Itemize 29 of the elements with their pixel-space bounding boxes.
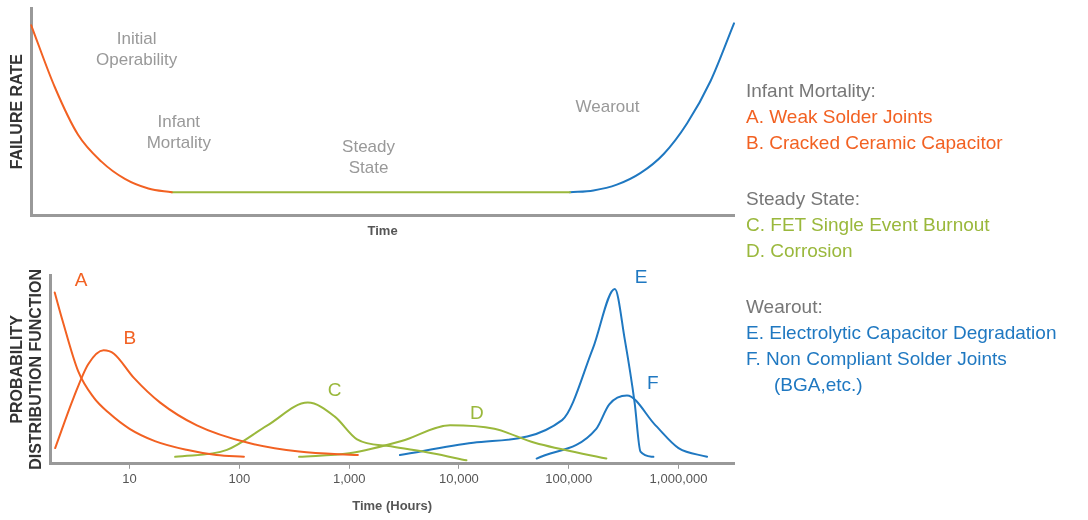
annotation: Wearout bbox=[575, 97, 640, 117]
x-tick-label: 1,000 bbox=[332, 471, 366, 487]
series-label: D bbox=[470, 402, 484, 424]
annotation: Initial Operability bbox=[95, 28, 178, 69]
annotation: Infant Mortality bbox=[146, 111, 212, 152]
series-label: A bbox=[74, 269, 88, 291]
y-axis-title: PROBABILITY DISTRIBUTION FUNCTION bbox=[8, 268, 45, 470]
series-label: F bbox=[646, 372, 659, 394]
x-axis-title: Time bbox=[367, 222, 398, 238]
text: E. Electrolytic Capacitor Degradation bbox=[746, 321, 1058, 345]
x-tick-label: 100,000 bbox=[545, 471, 593, 487]
text: Wearout: bbox=[746, 295, 824, 319]
series-label: B bbox=[123, 326, 137, 348]
text: Steady State: bbox=[746, 187, 862, 211]
series-label: E bbox=[634, 265, 648, 287]
x-tick-label: 10,000 bbox=[439, 471, 479, 487]
text: B. Cracked Ceramic Capacitor bbox=[746, 131, 1004, 155]
x-tick-label: 100 bbox=[228, 471, 251, 487]
x-tick-label: 1,000,000 bbox=[649, 471, 708, 487]
annotation: Steady State bbox=[342, 136, 396, 177]
text: Infant Mortality: bbox=[746, 79, 877, 103]
text: D. Corrosion bbox=[746, 239, 854, 263]
x-tick-label: 10 bbox=[122, 471, 137, 487]
text: F. Non Compliant Solder Joints (BGA,etc.) bbox=[746, 347, 1008, 397]
series-label: C bbox=[327, 379, 342, 401]
text: C. FET Single Event Burnout bbox=[746, 213, 991, 237]
text: A. Weak Solder Joints bbox=[746, 105, 934, 129]
x-axis-title: Time (Hours) bbox=[352, 497, 433, 513]
y-axis-title: FAILURE RATE bbox=[8, 53, 26, 170]
